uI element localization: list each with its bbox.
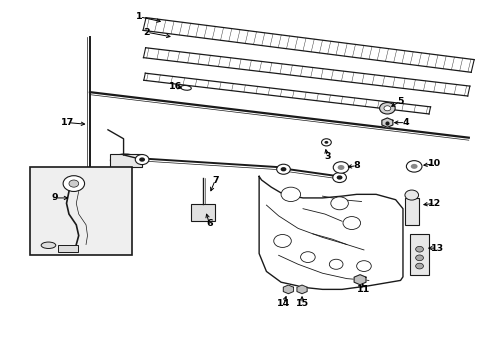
Circle shape [324,141,328,144]
Text: 14: 14 [276,299,289,308]
Circle shape [356,261,370,271]
Circle shape [135,154,149,165]
Circle shape [337,165,344,170]
Circle shape [379,103,394,114]
Text: 6: 6 [205,219,212,228]
Circle shape [406,161,421,172]
Circle shape [276,164,290,174]
Circle shape [273,234,291,247]
Bar [110,154,142,167]
Text: 1: 1 [136,12,142,21]
Text: 7: 7 [211,176,218,185]
Circle shape [415,255,423,261]
Circle shape [300,252,315,262]
Text: 8: 8 [352,161,359,170]
Circle shape [410,164,417,169]
Bar [58,244,78,252]
Circle shape [139,157,145,162]
Circle shape [281,187,300,202]
Circle shape [321,139,330,146]
Text: 2: 2 [143,28,150,37]
Text: 13: 13 [429,244,443,253]
Bar [409,234,428,275]
Bar [404,198,418,225]
Polygon shape [283,285,293,294]
Circle shape [336,175,342,180]
Text: 15: 15 [295,299,308,308]
Circle shape [63,176,84,192]
Circle shape [330,197,347,210]
Text: 16: 16 [168,82,182,91]
Text: 5: 5 [396,96,403,105]
Bar [190,204,215,221]
Text: 17: 17 [61,118,75,127]
Circle shape [342,217,360,229]
Text: 12: 12 [427,199,440,208]
Circle shape [332,162,348,173]
Circle shape [280,167,286,171]
Circle shape [404,190,418,200]
Circle shape [69,180,79,187]
Text: 10: 10 [427,159,440,168]
Text: 11: 11 [357,285,370,294]
Text: 3: 3 [324,152,330,161]
Text: 4: 4 [401,118,408,127]
Circle shape [415,246,423,252]
Polygon shape [381,118,392,127]
Polygon shape [296,285,306,294]
Text: 9: 9 [52,193,59,202]
Polygon shape [353,275,365,285]
Ellipse shape [41,242,56,248]
Ellipse shape [110,154,140,167]
Circle shape [329,259,342,269]
Bar [30,167,132,255]
Circle shape [415,263,423,269]
Circle shape [332,172,346,183]
Ellipse shape [180,85,191,90]
Circle shape [383,106,390,111]
